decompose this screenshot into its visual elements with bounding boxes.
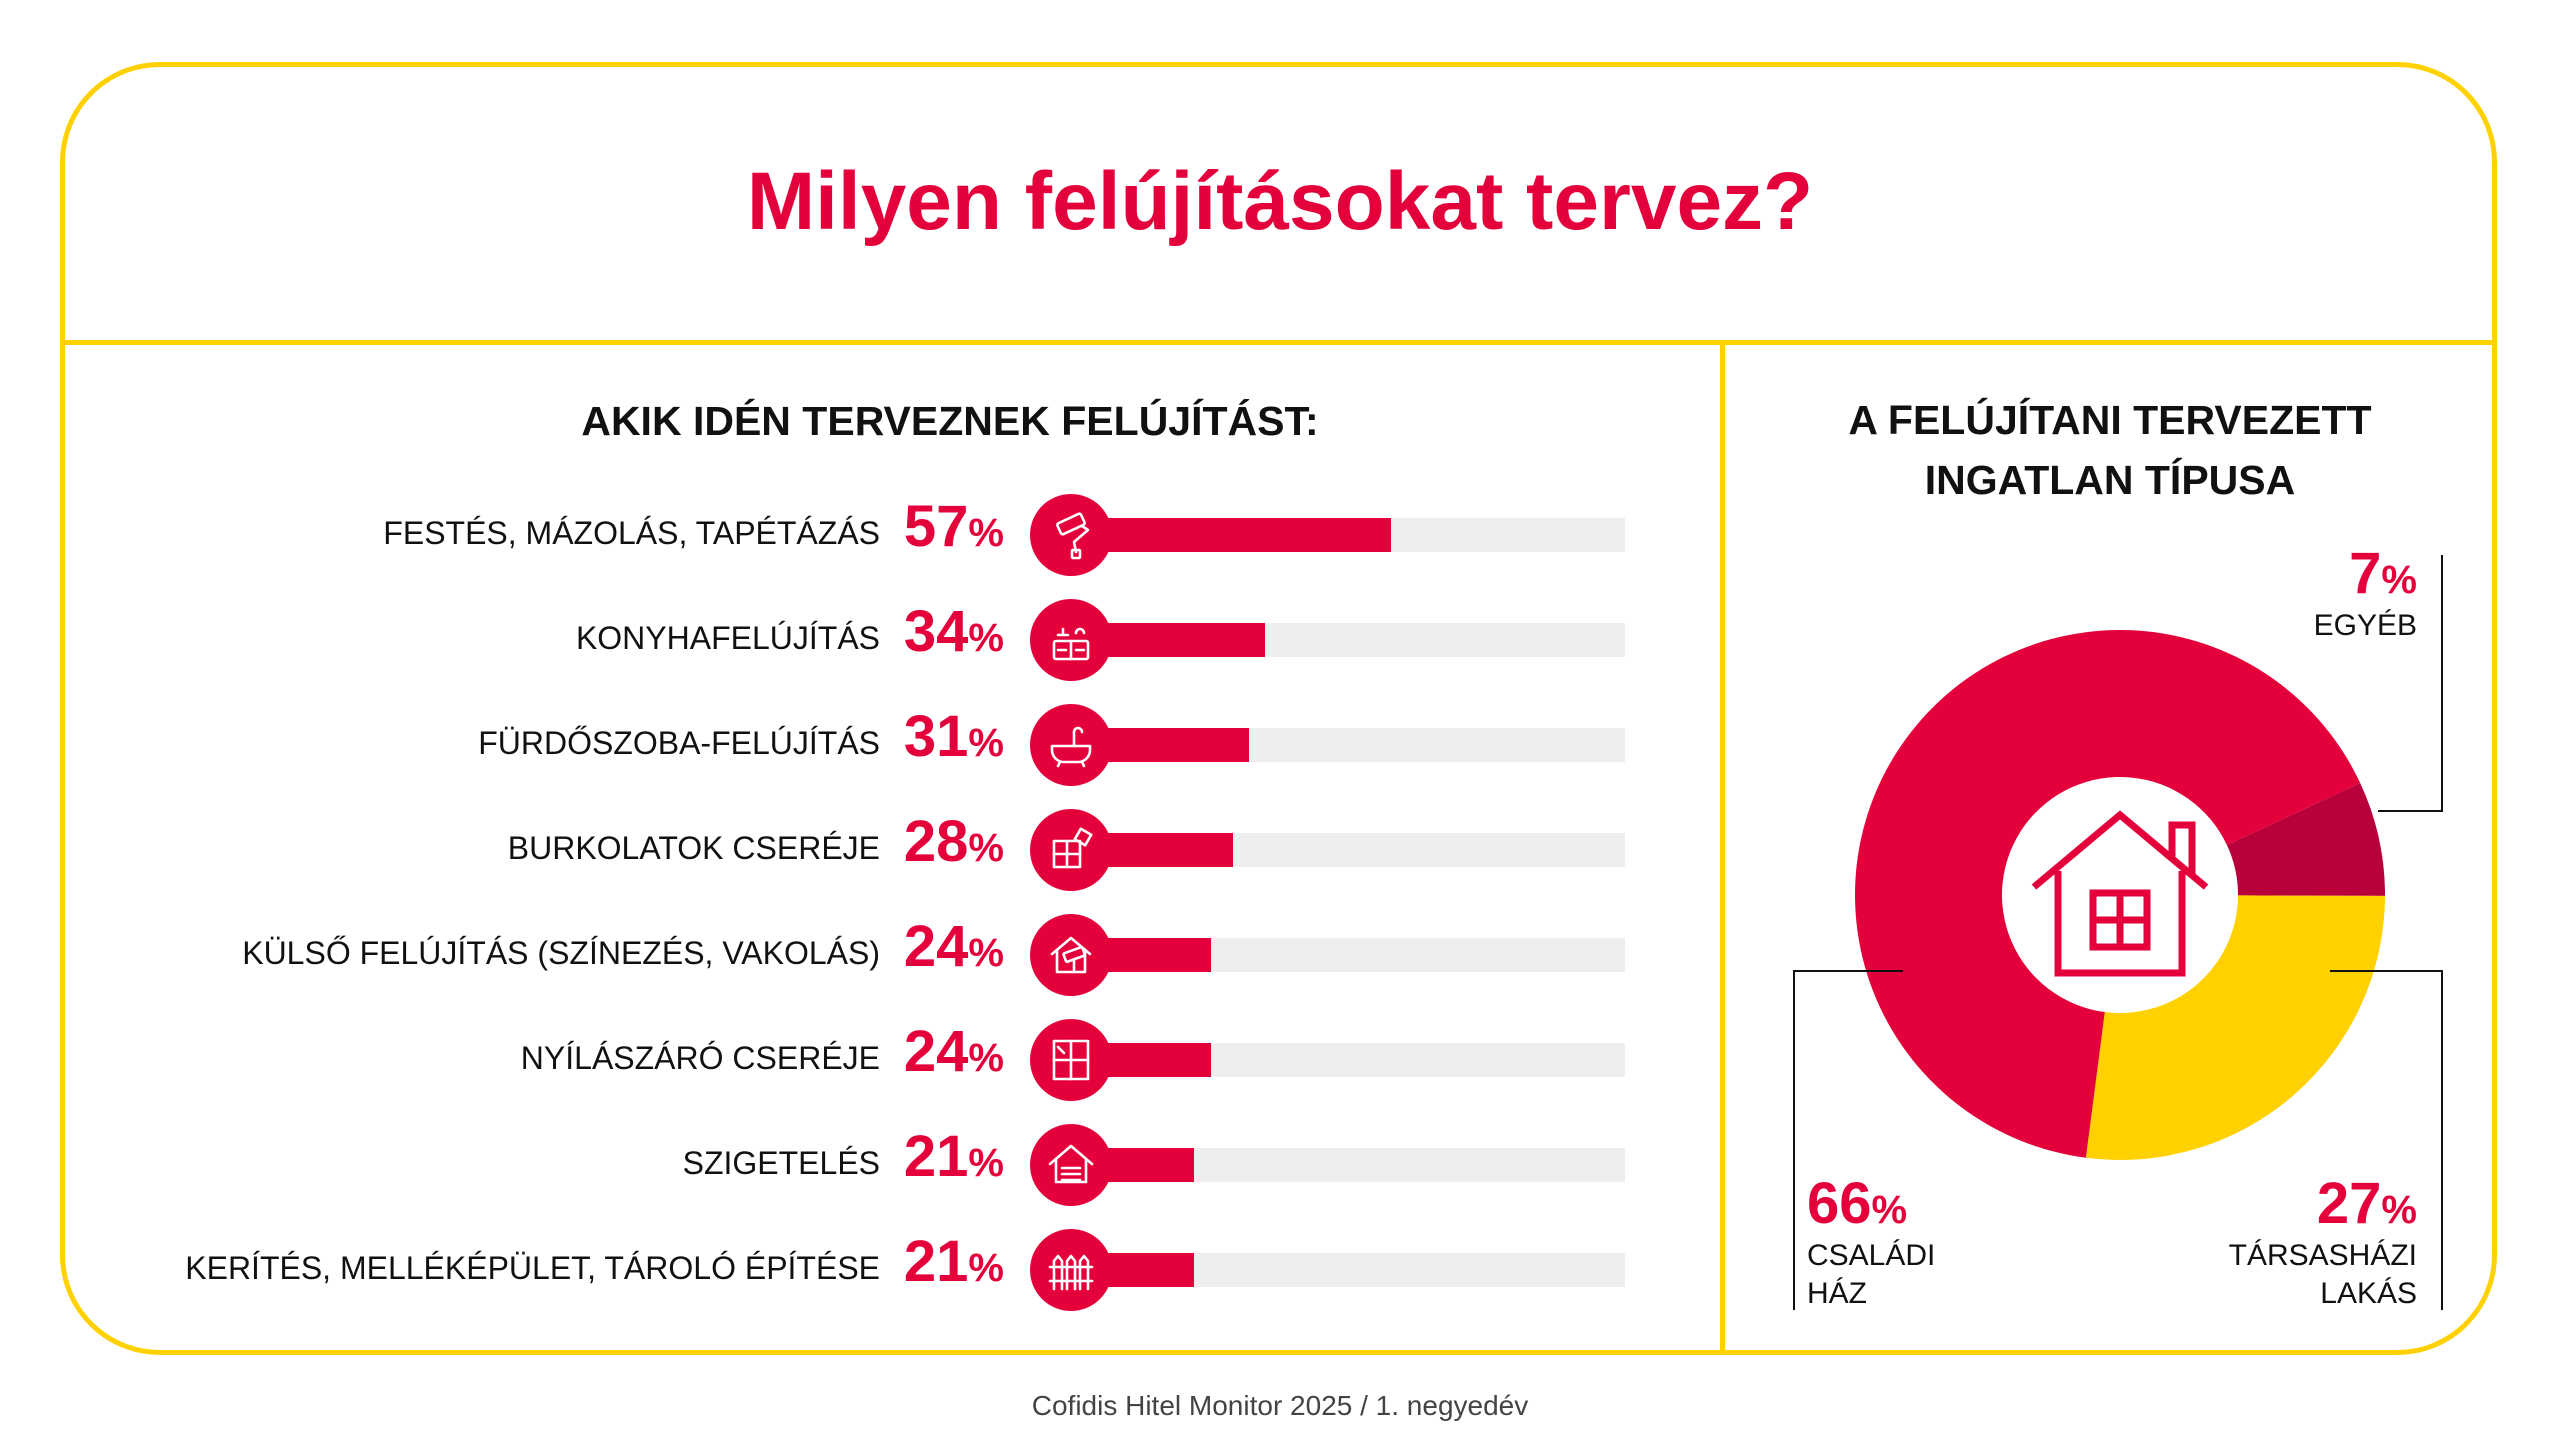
- source-note: Cofidis Hitel Monitor 2025 / 1. negyedév: [1031, 1390, 1529, 1421]
- bar-row: KÜLSŐ FELÚJÍTÁS (SZÍNEZÉS, VAKOLÁS) 24%: [0, 910, 1660, 996]
- label-tarsashazi: 27% TÁRSASHÁZI LAKÁS: [2229, 1170, 2417, 1313]
- bar-track: [1080, 1148, 1625, 1182]
- percent-sign: %: [1871, 1188, 1908, 1232]
- leader-egyeb-v: [2441, 555, 2443, 812]
- bar-track: [1080, 1253, 1625, 1287]
- bar-track: [1080, 518, 1625, 552]
- bar-category-label: FÜRDŐSZOBA-FELÚJÍTÁS: [478, 725, 880, 761]
- label-csaladi: 66% CSALÁDI HÁZ: [1807, 1170, 1935, 1313]
- panel-divider: [1720, 342, 1725, 1354]
- bar-category-label: KERÍTÉS, MELLÉKÉPÜLET, TÁROLÓ ÉPÍTÉSE: [185, 1250, 880, 1286]
- paint-roller-icon: [1030, 494, 1112, 576]
- bar-value-label: 24%: [880, 1018, 1004, 1085]
- bar-value-number: 34: [903, 599, 969, 664]
- pie-slice: [2085, 895, 2385, 1160]
- label-tarsashazi-line1: TÁRSASHÁZI: [2228, 1239, 2417, 1272]
- percent-sign: %: [968, 931, 1004, 975]
- pie-slice: [1855, 629, 2361, 1158]
- bar-value-label: 21%: [880, 1228, 1004, 1295]
- bar-category-label: SZIGETELÉS: [682, 1145, 880, 1181]
- bar-track: [1080, 833, 1625, 867]
- donut-heading-line1: A FELÚJÍTANI TERVEZETT: [1848, 397, 2372, 443]
- leader-tarsashazi-v: [2441, 970, 2443, 1310]
- insulation-house-icon: [1030, 1124, 1112, 1206]
- bar-value-label: 57%: [880, 493, 1004, 560]
- label-csaladi-pct: 66%: [1807, 1170, 1935, 1237]
- percent-sign: %: [2381, 558, 2417, 602]
- tiles-icon: [1030, 809, 1112, 891]
- percent-sign: %: [2381, 1188, 2417, 1232]
- bar-row: KERÍTÉS, MELLÉKÉPÜLET, TÁROLÓ ÉPÍTÉSE 21%: [0, 1225, 1660, 1311]
- bar-track: [1080, 938, 1625, 972]
- label-egyeb-value: 7: [2349, 541, 2382, 606]
- label-egyeb-pct: 7%: [2314, 540, 2417, 607]
- label-tarsashazi-pct: 27%: [2229, 1170, 2417, 1237]
- bar-chart-heading: AKIK IDÉN TERVEZNEK FELÚJÍTÁST:: [581, 398, 1319, 444]
- house-painting-icon: [1030, 914, 1112, 996]
- bar-row: FÜRDŐSZOBA-FELÚJÍTÁS 31%: [0, 700, 1660, 786]
- percent-sign: %: [968, 1141, 1004, 1185]
- leader-csaladi-v: [1793, 970, 1795, 1310]
- page-title: Milyen felújításokat tervez?: [746, 156, 1814, 247]
- label-egyeb-name: EGYÉB: [2313, 609, 2417, 642]
- leader-tarsashazi-h: [2330, 970, 2443, 972]
- bar-value-number: 24: [903, 914, 969, 979]
- percent-sign: %: [968, 1036, 1004, 1080]
- label-csaladi-line1: CSALÁDI: [1807, 1239, 1936, 1272]
- percent-sign: %: [968, 1246, 1004, 1290]
- bar-value-label: 21%: [880, 1123, 1004, 1190]
- leader-egyeb-h: [2378, 810, 2443, 812]
- percent-sign: %: [968, 616, 1004, 660]
- bar-category-label: BURKOLATOK CSERÉJE: [507, 830, 880, 866]
- bar-value-number: 57: [903, 494, 969, 559]
- bar-value-number: 24: [903, 1019, 969, 1084]
- label-tarsashazi-value: 27: [2316, 1171, 2382, 1236]
- bar-value-label: 31%: [880, 703, 1004, 770]
- header-divider: [60, 340, 2497, 345]
- percent-sign: %: [968, 826, 1004, 870]
- bar-row: NYÍLÁSZÁRÓ CSERÉJE 24%: [0, 1015, 1660, 1101]
- bar-row: BURKOLATOK CSERÉJE 28%: [0, 805, 1660, 891]
- bar-row: SZIGETELÉS 21%: [0, 1120, 1660, 1206]
- donut-chart-heading: A FELÚJÍTANI TERVEZETT INGATLAN TÍPUSA: [1760, 390, 2460, 510]
- bar-value-label: 28%: [880, 808, 1004, 875]
- bar-value-number: 31: [903, 704, 969, 769]
- bar-value-label: 24%: [880, 913, 1004, 980]
- house-icon: [2031, 810, 2209, 977]
- bar-value-number: 21: [903, 1229, 969, 1294]
- bar-category-label: FESTÉS, MÁZOLÁS, TAPÉTÁZÁS: [383, 515, 880, 551]
- bar-category-label: NYÍLÁSZÁRÓ CSERÉJE: [520, 1040, 880, 1076]
- bar-row: FESTÉS, MÁZOLÁS, TAPÉTÁZÁS 57%: [0, 490, 1660, 576]
- donut-chart: [1855, 629, 2385, 1160]
- leader-csaladi-h: [1793, 970, 1903, 972]
- bar-value-number: 21: [903, 1124, 969, 1189]
- bar-row: KONYHAFELÚJÍTÁS 34%: [0, 595, 1660, 681]
- bar-category-label: KONYHAFELÚJÍTÁS: [575, 620, 880, 656]
- infographic-frame: [60, 62, 2497, 1355]
- bar-track: [1080, 1043, 1625, 1077]
- bar-track: [1080, 728, 1625, 762]
- donut-heading-line2: INGATLAN TÍPUSA: [1924, 457, 2296, 503]
- label-csaladi-line2: HÁZ: [1807, 1277, 1867, 1310]
- bathtub-icon: [1030, 704, 1112, 786]
- bar-category-label: KÜLSŐ FELÚJÍTÁS (SZÍNEZÉS, VAKOLÁS): [242, 935, 880, 971]
- pie-slice: [2226, 783, 2385, 896]
- bar-value-label: 34%: [880, 598, 1004, 665]
- percent-sign: %: [968, 511, 1004, 555]
- label-csaladi-value: 66: [1807, 1171, 1872, 1236]
- percent-sign: %: [968, 721, 1004, 765]
- fence-icon: [1030, 1229, 1112, 1311]
- label-tarsashazi-line2: LAKÁS: [2320, 1277, 2417, 1310]
- bar-track: [1080, 623, 1625, 657]
- kitchen-icon: [1030, 599, 1112, 681]
- bar-value-number: 28: [903, 809, 969, 874]
- bar: [1080, 518, 1391, 552]
- window-icon: [1030, 1019, 1112, 1101]
- label-egyeb: 7% EGYÉB: [2314, 540, 2417, 645]
